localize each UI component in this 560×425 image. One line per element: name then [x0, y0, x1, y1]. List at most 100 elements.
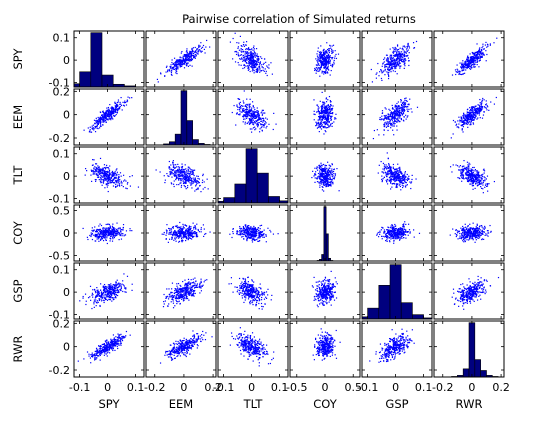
scatter-point	[318, 110, 319, 111]
scatter-point	[323, 49, 324, 50]
scatter-point	[191, 55, 192, 56]
scatter-point	[320, 56, 321, 57]
scatter-point	[104, 170, 105, 171]
scatter-point	[466, 59, 467, 60]
scatter-point	[313, 175, 314, 176]
scatter-point	[398, 120, 399, 121]
scatter-point	[257, 126, 258, 127]
scatter-point	[193, 181, 194, 182]
scatter-point	[97, 165, 98, 166]
scatter-point	[169, 161, 170, 162]
scatter-point	[468, 163, 469, 164]
scatter-point	[478, 110, 479, 111]
scatter-point	[397, 55, 398, 56]
scatter-point	[387, 123, 388, 124]
scatter-point	[461, 64, 462, 65]
scatter-point	[175, 164, 176, 165]
scatter-point	[191, 57, 192, 58]
scatter-point	[164, 182, 165, 183]
scatter-point	[120, 172, 121, 173]
scatter-point	[401, 107, 402, 108]
scatter-point	[99, 179, 100, 180]
scatter-point	[184, 185, 185, 186]
scatter-point	[399, 182, 400, 183]
scatter-point	[205, 46, 206, 47]
scatter-point	[311, 177, 312, 178]
scatter-point	[320, 182, 321, 183]
scatter-point	[478, 172, 479, 173]
scatter-point	[328, 184, 329, 185]
scatter-point	[325, 113, 326, 114]
scatter-point	[256, 61, 257, 62]
scatter-point	[331, 170, 332, 171]
scatter-point	[468, 117, 469, 118]
scatter-point	[112, 181, 113, 182]
scatter-point	[406, 182, 407, 183]
scatter-point	[249, 120, 250, 121]
scatter-point	[331, 58, 332, 59]
scatter-point	[464, 114, 465, 115]
scatter-point	[465, 66, 466, 67]
scatter-point	[261, 58, 262, 59]
scatter-point	[320, 163, 321, 164]
panel-tlt-vs-gsp	[362, 147, 432, 203]
scatter-point	[109, 170, 110, 171]
scatter-point	[181, 163, 182, 164]
scatter-point	[316, 168, 317, 169]
scatter-point	[93, 168, 94, 169]
scatter-point	[120, 97, 121, 98]
scatter-point	[246, 58, 247, 59]
scatter-point	[93, 128, 94, 129]
scatter-point	[396, 172, 397, 173]
scatter-point	[392, 130, 393, 131]
scatter-point	[399, 61, 400, 62]
scatter-point	[191, 183, 192, 184]
scatter-point	[470, 123, 471, 124]
scatter-point	[472, 106, 473, 107]
scatter-point	[393, 55, 394, 56]
scatter-point	[93, 173, 94, 174]
scatter-point	[474, 167, 475, 168]
scatter-point	[481, 182, 482, 183]
scatter-point	[459, 121, 460, 122]
scatter-point	[464, 62, 465, 63]
scatter-point	[471, 65, 472, 66]
scatter-point	[189, 171, 190, 172]
scatter-point	[242, 58, 243, 59]
scatter-point	[114, 177, 115, 178]
scatter-point	[471, 106, 472, 107]
scatter-point	[332, 164, 333, 165]
scatter-point	[400, 57, 401, 58]
scatter-point	[379, 71, 380, 72]
scatter-point	[481, 104, 482, 105]
scatter-point	[405, 115, 406, 116]
scatter-point	[390, 171, 391, 172]
scatter-point	[467, 120, 468, 121]
scatter-point	[196, 184, 197, 185]
scatter-point	[116, 174, 117, 175]
scatter-point	[166, 67, 167, 68]
scatter-point	[451, 137, 452, 138]
scatter-point	[386, 55, 387, 56]
scatter-point	[119, 179, 120, 180]
scatter-point	[115, 180, 116, 181]
scatter-point	[395, 171, 396, 172]
scatter-point	[242, 106, 243, 107]
scatter-point	[244, 53, 245, 54]
scatter-point	[393, 168, 394, 169]
scatter-point	[116, 169, 117, 170]
scatter-point	[326, 68, 327, 69]
scatter-point	[383, 70, 384, 71]
scatter-point	[254, 111, 255, 112]
scatter-point	[322, 112, 323, 113]
scatter-point	[403, 113, 404, 114]
scatter-point	[181, 172, 182, 173]
scatter-point	[480, 57, 481, 58]
scatter-point	[465, 69, 466, 70]
scatter-point	[184, 67, 185, 68]
scatter-point	[232, 58, 233, 59]
scatter-point	[404, 107, 405, 108]
scatter-point	[115, 184, 116, 185]
scatter-point	[391, 171, 392, 172]
scatter-point	[400, 101, 401, 102]
